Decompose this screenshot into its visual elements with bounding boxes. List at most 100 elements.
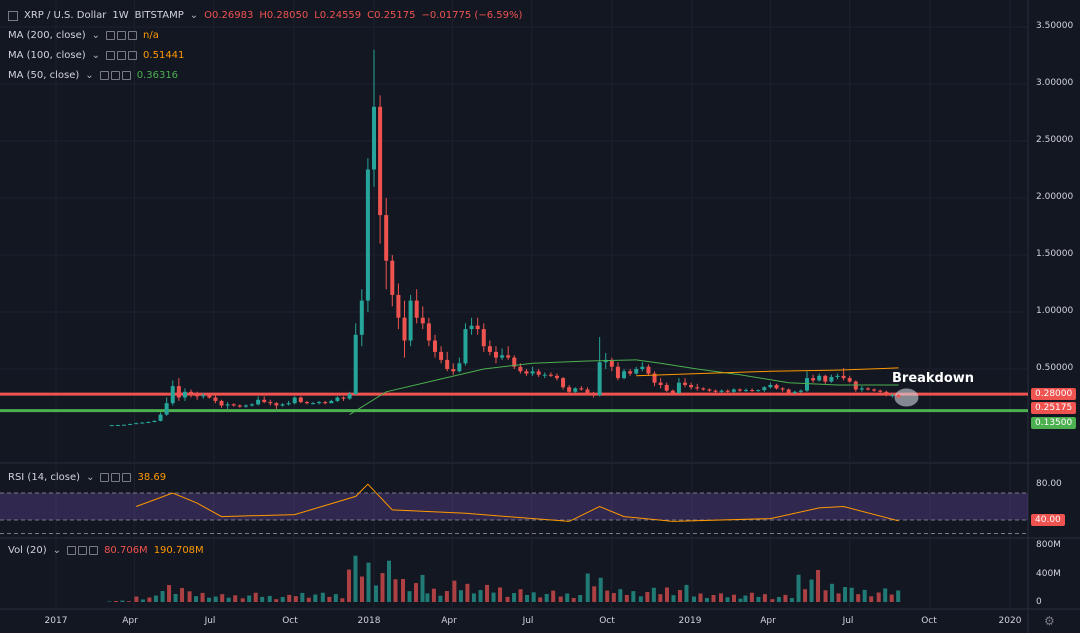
volume-bar [247, 595, 252, 602]
volume-bar [260, 596, 265, 602]
candle-body [707, 389, 712, 391]
indicator-controls[interactable] [67, 546, 99, 555]
volume-bar [638, 596, 643, 602]
volume-legend[interactable]: Vol (20) ⌄ 80.706M 190.708M [8, 545, 204, 556]
close-icon[interactable] [128, 31, 138, 40]
candle-body [500, 355, 505, 358]
indicator-ma50[interactable]: MA (50, close) ⌄ 0.36316 [8, 70, 178, 81]
chevron-down-icon[interactable]: ⌄ [86, 472, 95, 483]
chevron-down-icon[interactable]: ⌄ [85, 70, 94, 81]
volume-bar [471, 593, 476, 602]
volume-bar [401, 578, 406, 602]
volume-bar [849, 587, 854, 602]
volume-bar [359, 576, 364, 602]
candle-body [841, 375, 846, 379]
volume-bar [431, 588, 436, 602]
volume-bar [194, 596, 199, 602]
volume-bar [585, 573, 590, 602]
volume-bar [200, 592, 205, 602]
candle-body [231, 404, 236, 406]
candle-body [414, 300, 419, 318]
settings-icon[interactable] [99, 71, 109, 80]
candle-body [518, 366, 523, 372]
support-price-badge: 0.13500 [1031, 417, 1077, 429]
indicator-name: MA (200, close) [8, 30, 86, 41]
candle-body [274, 403, 279, 406]
candle-body [865, 388, 870, 390]
candle-body [237, 405, 242, 407]
volume-bar [478, 590, 483, 602]
candle-body [536, 371, 541, 375]
indicator-ma100[interactable]: MA (100, close) ⌄ 0.51441 [8, 50, 184, 61]
candle-body [384, 215, 389, 261]
candle-body [207, 395, 212, 398]
price-tick: 1.50000 [1036, 249, 1074, 259]
settings-icon[interactable] [106, 51, 116, 60]
chevron-down-icon[interactable]: ⌄ [91, 50, 101, 61]
visibility-icon[interactable] [117, 31, 127, 40]
rsi-name: RSI (14, close) [8, 472, 81, 483]
chevron-down-icon[interactable]: ⌄ [52, 545, 62, 556]
visibility-icon[interactable] [117, 51, 127, 60]
volume-bar [153, 595, 158, 602]
volume-bar [107, 601, 112, 602]
volume-bar [803, 589, 808, 602]
exchange-label: BITSTAMP [134, 10, 184, 21]
volume-bar [816, 569, 821, 602]
volume-bar [571, 598, 576, 602]
volume-bar [374, 585, 378, 602]
time-tick: 2017 [44, 616, 68, 626]
candle-body [140, 422, 145, 424]
candle-body [609, 359, 614, 367]
high-value: H0.28050 [259, 10, 309, 21]
close-icon[interactable] [89, 546, 99, 555]
chevron-down-icon[interactable]: ⌄ [91, 30, 101, 41]
indicator-controls[interactable] [106, 51, 138, 60]
indicator-controls[interactable] [100, 473, 132, 482]
volume-bar [253, 592, 258, 602]
chevron-down-icon[interactable]: ⌄ [189, 10, 199, 21]
candle-body [585, 389, 590, 395]
volume-bar [420, 574, 425, 602]
candle-body [786, 389, 791, 393]
candle-body [811, 378, 816, 381]
time-tick: Jul [204, 616, 216, 626]
volume-bar [120, 600, 125, 602]
settings-icon[interactable] [100, 473, 110, 482]
candle-body [829, 376, 834, 382]
indicator-controls[interactable] [106, 31, 138, 40]
close-value: C0.25175 [367, 10, 416, 21]
volume-bar [167, 585, 172, 602]
volume-bar [220, 594, 225, 602]
indicator-controls[interactable] [99, 71, 131, 80]
visibility-icon[interactable] [110, 71, 120, 80]
candle-body [744, 390, 749, 392]
candle-body [658, 382, 663, 385]
candle-body [182, 391, 187, 398]
rsi-legend[interactable]: RSI (14, close) ⌄ 38.69 [8, 472, 166, 483]
collapse-icon[interactable] [8, 10, 18, 21]
candle-body [463, 329, 468, 364]
volume-bar [677, 590, 682, 602]
settings-icon[interactable] [106, 31, 116, 40]
volume-bar [147, 597, 152, 602]
volume-bar [505, 596, 510, 602]
close-icon[interactable] [122, 473, 132, 482]
visibility-icon[interactable] [78, 546, 88, 555]
settings-icon[interactable] [67, 546, 77, 555]
volume-bar [624, 594, 629, 602]
close-icon[interactable] [128, 51, 138, 60]
visibility-icon[interactable] [111, 473, 121, 482]
candle-body [798, 390, 803, 392]
close-icon[interactable] [121, 71, 131, 80]
volume-bar [207, 597, 212, 602]
interval-label[interactable]: 1W [112, 10, 129, 21]
volume-bar [458, 590, 463, 602]
candle-body [554, 375, 559, 379]
symbol-header[interactable]: XRP / U.S. Dollar 1W BITSTAMP ⌄ O0.26983… [8, 10, 522, 21]
volume-bar [213, 596, 218, 602]
indicator-ma200[interactable]: MA (200, close) ⌄ n/a [8, 30, 159, 41]
volume-bar [538, 597, 543, 602]
gear-icon[interactable]: ⚙ [1044, 614, 1055, 628]
